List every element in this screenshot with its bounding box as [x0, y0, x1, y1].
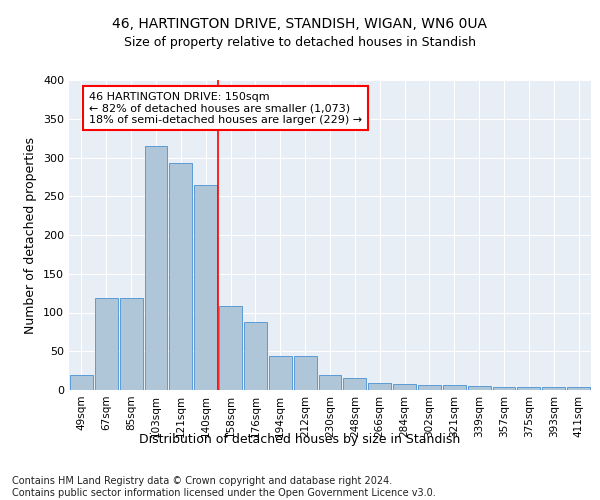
Text: 46, HARTINGTON DRIVE, STANDISH, WIGAN, WN6 0UA: 46, HARTINGTON DRIVE, STANDISH, WIGAN, W…: [113, 18, 487, 32]
Bar: [517, 387, 540, 390]
Bar: [418, 384, 441, 390]
Text: Contains HM Land Registry data © Crown copyright and database right 2024.
Contai: Contains HM Land Registry data © Crown c…: [12, 476, 436, 498]
Bar: [468, 386, 491, 390]
Bar: [70, 376, 93, 390]
Bar: [145, 146, 167, 390]
Bar: [269, 356, 292, 390]
Bar: [343, 378, 366, 390]
Text: 46 HARTINGTON DRIVE: 150sqm
← 82% of detached houses are smaller (1,073)
18% of : 46 HARTINGTON DRIVE: 150sqm ← 82% of det…: [89, 92, 362, 125]
Bar: [244, 322, 267, 390]
Bar: [542, 387, 565, 390]
Bar: [393, 384, 416, 390]
Bar: [319, 374, 341, 390]
Text: Size of property relative to detached houses in Standish: Size of property relative to detached ho…: [124, 36, 476, 49]
Bar: [493, 387, 515, 390]
Bar: [219, 306, 242, 390]
Y-axis label: Number of detached properties: Number of detached properties: [25, 136, 37, 334]
Bar: [567, 387, 590, 390]
Bar: [169, 163, 192, 390]
Bar: [294, 356, 317, 390]
Bar: [443, 386, 466, 390]
Text: Distribution of detached houses by size in Standish: Distribution of detached houses by size …: [139, 432, 461, 446]
Bar: [120, 298, 143, 390]
Bar: [194, 184, 217, 390]
Bar: [95, 298, 118, 390]
Bar: [368, 383, 391, 390]
